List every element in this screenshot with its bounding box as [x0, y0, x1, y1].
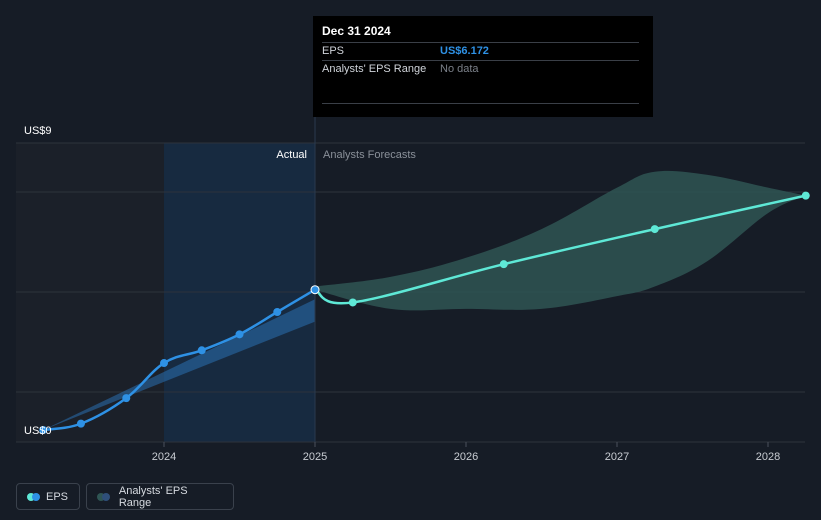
x-tick-label: 2024 [152, 451, 176, 463]
tooltip-range-value: No data [440, 63, 479, 75]
x-axis-ticks: 2024 2025 2026 2027 2028 [152, 442, 780, 463]
tooltip-row-eps: EPS US$6.172 [322, 42, 639, 60]
eps-point [76, 419, 85, 428]
eps-legend-icon [27, 492, 40, 501]
eps-point [273, 308, 282, 317]
eps-range-legend-icon [97, 492, 111, 501]
x-tick-label: 2027 [605, 451, 629, 463]
eps-point [160, 359, 169, 368]
eps-forecast-point [499, 260, 508, 269]
y-axis-top-label: US$9 [24, 125, 52, 137]
actual-eps-band [43, 299, 316, 430]
x-tick-label: 2028 [756, 451, 780, 463]
tooltip-date: Dec 31 2024 [322, 24, 391, 38]
data-points [39, 191, 810, 434]
legend-eps-label: EPS [45, 490, 68, 503]
eps-forecast-point [650, 225, 659, 234]
tooltip-range-label: Analysts' EPS Range [322, 63, 427, 75]
eps-point [310, 285, 320, 295]
x-tick-label: 2026 [454, 451, 478, 463]
legend-eps-button[interactable]: EPS [16, 483, 80, 510]
tooltip-eps-label: EPS [322, 45, 345, 57]
eps-point [235, 330, 244, 339]
legend-range-label: Analysts' EPS Range [118, 484, 188, 509]
tooltip-row-range: Analysts' EPS Range No data [322, 60, 639, 78]
eps-point [197, 346, 206, 355]
forecast-section-label: Analysts Forecasts [323, 149, 416, 161]
x-tick-label: 2025 [303, 451, 327, 463]
analysts-eps-range-area [315, 170, 806, 311]
eps-point [122, 394, 131, 403]
eps-forecast-point [348, 298, 357, 307]
eps-forecast-point [801, 191, 810, 200]
tooltip-divider [322, 103, 639, 104]
legend-eps-range-button[interactable]: Analysts' EPS Range [86, 483, 234, 510]
y-axis-bottom-label: US$0 [24, 425, 52, 437]
eps-point [39, 426, 48, 434]
tooltip-eps-value: US$6.172 [440, 45, 489, 57]
actual-section-label: Actual [276, 149, 307, 161]
hover-tooltip: Dec 31 2024 EPS US$6.172 Analysts' EPS R… [313, 16, 653, 117]
